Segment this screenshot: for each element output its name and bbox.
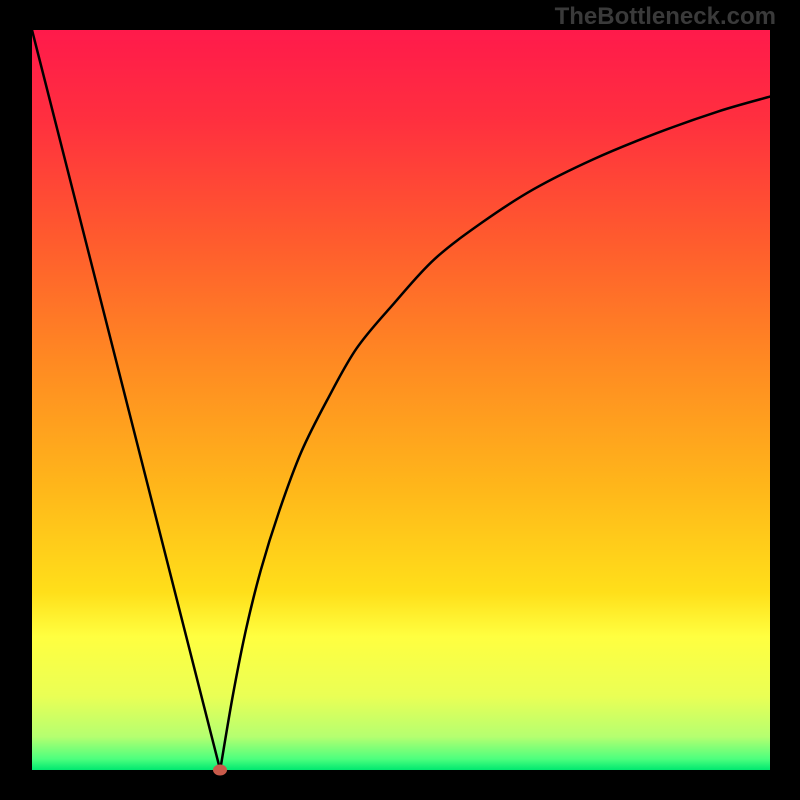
min-marker [213,765,227,776]
curve-layer [32,30,770,770]
bottleneck-chart: TheBottleneck.com [0,0,800,800]
curve-path [32,30,770,770]
watermark-label: TheBottleneck.com [555,3,776,31]
plot-area [32,30,770,770]
